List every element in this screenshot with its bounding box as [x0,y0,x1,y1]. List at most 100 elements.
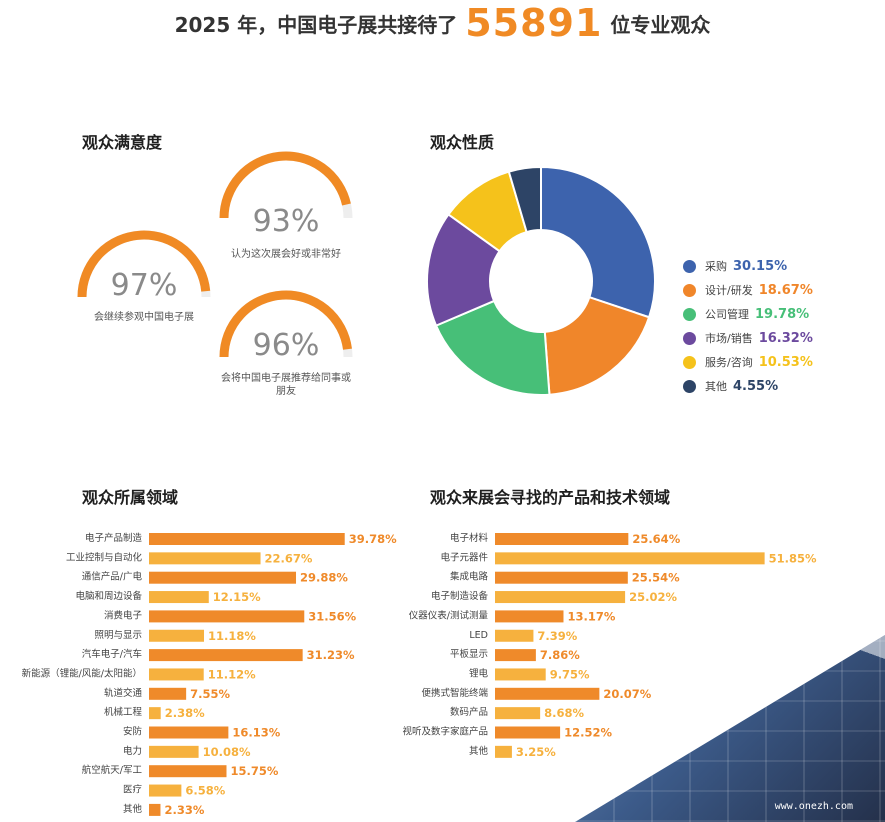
bar-category-label: 其他 [123,803,143,815]
bar-value-label: 39.78% [349,532,397,546]
nature-title: 观众性质 [430,133,495,152]
bar-category-label: 工业控制与自动化 [66,551,143,563]
bar-category-label: 数码产品 [450,706,488,718]
bar-category-label: 医疗 [123,784,143,796]
bar [149,552,261,565]
bar-value-label: 31.56% [308,609,356,623]
bar-value-label: 12.52% [564,726,612,740]
headline-suffix: 位专业观众 [610,12,711,37]
bar-category-label: 锂电 [469,667,489,679]
bar [495,668,546,681]
bar-value-label: 20.07% [603,687,651,701]
bar [495,726,561,739]
bar-value-label: 12.15% [213,590,261,604]
bar [495,591,626,604]
legend-item: 公司管理 19.78% [683,302,813,326]
bar [149,784,182,797]
legend-value: 18.67% [758,282,813,298]
bar [149,707,161,720]
bar-category-label: 轨道交通 [104,687,143,699]
bar-value-label: 7.86% [540,648,580,662]
legend-label: 设计/研发 [705,284,753,297]
bar [149,668,204,681]
page-headline: 2025 年，中国电子展共接待了 55891 位专业观众 [0,0,885,46]
bar-value-label: 29.88% [300,571,348,585]
bar-value-label: 7.55% [190,687,230,701]
gauge-1-value: 93% [252,204,320,239]
legend-item: 市场/销售 16.32% [683,326,813,350]
bar [495,745,512,758]
bar-category-label: 电子材料 [450,532,489,544]
bar [149,726,229,739]
headline-visitor-count: 55891 [465,1,603,45]
bar-category-label: 电脑和周边设备 [75,590,142,602]
gauge-3-caption: 会将中国电子展推荐给同事或朋友 [221,373,351,397]
legend-swatch [683,259,696,273]
bar-value-label: 25.02% [629,590,677,604]
bar-value-label: 10.08% [203,745,251,759]
bar [149,803,161,816]
bar-category-label: 通信产品/广电 [82,571,143,583]
bar-value-label: 3.25% [516,745,556,759]
bar-value-label: 25.64% [632,532,680,546]
bar-category-label: 其他 [469,745,489,757]
bar-value-label: 25.54% [632,571,680,585]
legend-label: 市场/销售 [705,332,753,345]
bar-value-label: 7.39% [537,629,577,643]
bar [149,745,199,758]
donut-slice [540,165,656,319]
bar [149,687,187,700]
bar-category-label: 电子制造设备 [431,590,489,602]
legend-value: 19.78% [755,306,810,322]
bar [149,649,303,662]
bar-category-label: 电子产品制造 [85,532,143,544]
bar-value-label: 11.12% [208,667,256,681]
bar [495,649,536,662]
legend-item: 采购 30.15% [683,254,813,278]
legend-item: 服务/咨询 10.53% [683,350,813,374]
bar-value-label: 31.23% [307,648,355,662]
satisfaction-title: 观众满意度 [82,133,163,152]
bar-value-label: 15.75% [230,764,278,778]
site-watermark: www.onezh.com [774,801,853,812]
bar-category-label: LED [469,630,488,641]
legend-value: 16.32% [758,330,813,346]
bar-value-label: 9.75% [550,667,590,681]
gauge-fill [219,151,351,219]
donut-slice [434,299,551,396]
gauge-fill [77,230,211,298]
legend-swatch [683,307,696,321]
donut-slice [543,295,651,396]
bar [495,533,629,545]
bar [495,552,765,565]
donut-slice [426,213,501,327]
bar-category-label: 便携式智能终端 [421,687,488,699]
gauge-2-value: 97% [110,268,178,303]
bar-value-label: 13.17% [567,609,615,623]
bar-value-label: 11.18% [208,629,256,643]
gauge-2-caption: 会继续参观中国电子展 [94,312,194,323]
legend-label: 其他 [705,380,727,393]
legend-swatch [683,379,696,393]
bar [495,571,628,584]
legend-value: 10.53% [758,354,813,370]
legend-label: 采购 [705,260,727,273]
legend-item: 其他 4.55% [683,374,813,398]
bar-category-label: 安防 [123,726,143,738]
headline-prefix: 2025 年，中国电子展共接待了 [174,12,458,37]
donut-slice [507,165,542,234]
legend-label: 公司管理 [705,308,749,321]
bar-value-label: 6.58% [185,784,225,798]
bar-category-label: 电子元器件 [440,551,488,563]
gauge-fill [219,290,352,358]
bar [149,533,345,545]
legend-item: 设计/研发 18.67% [683,278,813,302]
bar-category-label: 平板显示 [450,648,488,660]
bar [149,571,297,584]
bar-value-label: 51.85% [769,551,817,565]
legend-value: 30.15% [733,258,788,274]
bar [149,765,227,778]
legend-swatch [683,331,696,345]
bar-category-label: 机械工程 [104,706,143,718]
